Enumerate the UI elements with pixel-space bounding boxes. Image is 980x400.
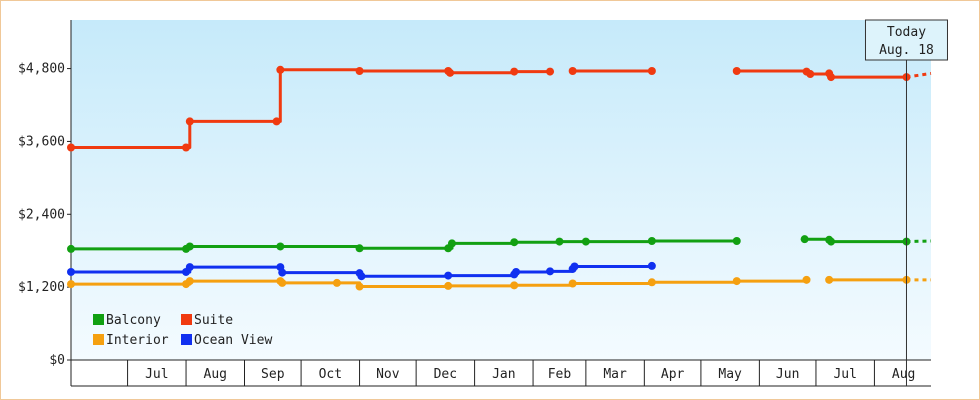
data-point-balcony <box>355 244 364 253</box>
data-point-ocean-view <box>67 267 75 276</box>
data-point-interior <box>732 277 741 286</box>
data-point-ocean-view <box>185 263 194 272</box>
x-tick-label: Aug <box>892 367 915 382</box>
data-point-balcony <box>827 237 836 246</box>
today-marker: Today Aug. 18 <box>864 19 948 386</box>
x-tick-label: Jul <box>145 367 168 382</box>
data-point-balcony <box>800 235 809 244</box>
data-point-ocean-view <box>570 262 579 271</box>
data-point-interior <box>802 275 811 284</box>
data-point-balcony <box>732 237 741 245</box>
data-point-interior <box>444 281 453 290</box>
data-point-suite <box>272 117 281 126</box>
data-point-suite <box>546 67 555 76</box>
x-tick-label: Jun <box>776 367 799 382</box>
series-interior <box>67 275 931 291</box>
legend-label-balcony: Balcony <box>106 313 161 328</box>
x-tick-label: Jul <box>833 367 856 382</box>
data-point-balcony <box>185 242 194 251</box>
today-date-label: Aug. 18 <box>879 43 934 58</box>
legend-swatch-suite <box>181 314 192 325</box>
y-tick-label: $2,400 <box>18 207 65 222</box>
data-point-balcony <box>276 242 285 251</box>
series-suite <box>67 65 932 152</box>
data-point-interior <box>568 279 577 288</box>
data-point-suite <box>185 117 194 126</box>
x-tick-label: May <box>718 367 742 382</box>
data-point-suite <box>510 67 519 76</box>
data-point-interior <box>647 278 656 287</box>
data-point-suite <box>182 143 191 152</box>
data-point-suite <box>276 65 285 74</box>
data-point-suite <box>806 70 815 79</box>
data-point-interior <box>510 281 519 290</box>
x-tick-label: Sep <box>261 367 285 382</box>
data-point-interior <box>332 278 341 287</box>
y-tick-label: $4,800 <box>18 62 65 77</box>
legend-label-interior: Interior <box>106 333 169 348</box>
data-point-suite <box>732 67 741 75</box>
x-tick-label: Nov <box>376 367 400 382</box>
data-point-interior <box>278 278 287 287</box>
x-axis: Jul Aug Sep Oct Nov Dec Jan Feb Mar Apr May Jun Jul A… <box>71 359 931 387</box>
data-point-ocean-view <box>647 261 656 270</box>
x-tick-label: Mar <box>603 367 627 382</box>
x-tick-label: Dec <box>434 367 457 382</box>
data-point-balcony <box>555 237 564 246</box>
today-label-box <box>864 19 948 61</box>
data-point-suite <box>67 143 75 152</box>
data-point-suite <box>568 67 577 75</box>
data-point-interior <box>185 277 194 286</box>
data-point-balcony <box>67 244 75 253</box>
data-point-suite <box>355 67 364 75</box>
data-point-suite <box>647 67 656 75</box>
data-point-balcony <box>647 237 656 245</box>
legend-swatch-balcony <box>93 314 104 325</box>
data-point-ocean-view <box>278 268 287 277</box>
x-tick-label: Oct <box>319 367 342 382</box>
legend-swatch-ocean-view <box>181 334 192 345</box>
x-tick-label: Jan <box>492 367 515 382</box>
data-point-interior <box>825 275 834 284</box>
data-point-ocean-view <box>357 272 366 281</box>
data-point-balcony <box>447 239 456 248</box>
series-balcony <box>67 235 932 253</box>
data-point-ocean-view <box>546 267 555 276</box>
data-point-suite <box>446 68 455 77</box>
y-tick-label: $0 <box>49 353 65 368</box>
data-point-interior <box>355 282 364 291</box>
plot-area <box>71 20 931 360</box>
data-point-suite <box>827 73 836 82</box>
series-ocean-view <box>67 261 656 281</box>
legend-label-ocean-view: Ocean View <box>194 333 272 348</box>
data-point-balcony <box>510 238 519 247</box>
data-point-balcony <box>581 237 590 246</box>
x-tick-label: Feb <box>548 367 572 382</box>
x-tick-label: Apr <box>661 367 685 382</box>
data-point-ocean-view <box>512 267 521 276</box>
series-lines <box>67 65 932 291</box>
y-tick-label: $1,200 <box>18 280 65 295</box>
data-point-interior <box>67 280 75 289</box>
legend-swatch-interior <box>93 334 104 345</box>
y-tick-label: $3,600 <box>18 134 65 149</box>
legend: Balcony Suite Interior Ocean View <box>93 313 272 348</box>
data-point-ocean-view <box>444 271 453 280</box>
legend-label-suite: Suite <box>194 313 233 328</box>
y-axis: $0 $1,200 $2,400 $3,600 $4,800 <box>18 20 72 386</box>
x-tick-label: Aug <box>204 367 227 382</box>
today-label: Today <box>887 25 926 40</box>
